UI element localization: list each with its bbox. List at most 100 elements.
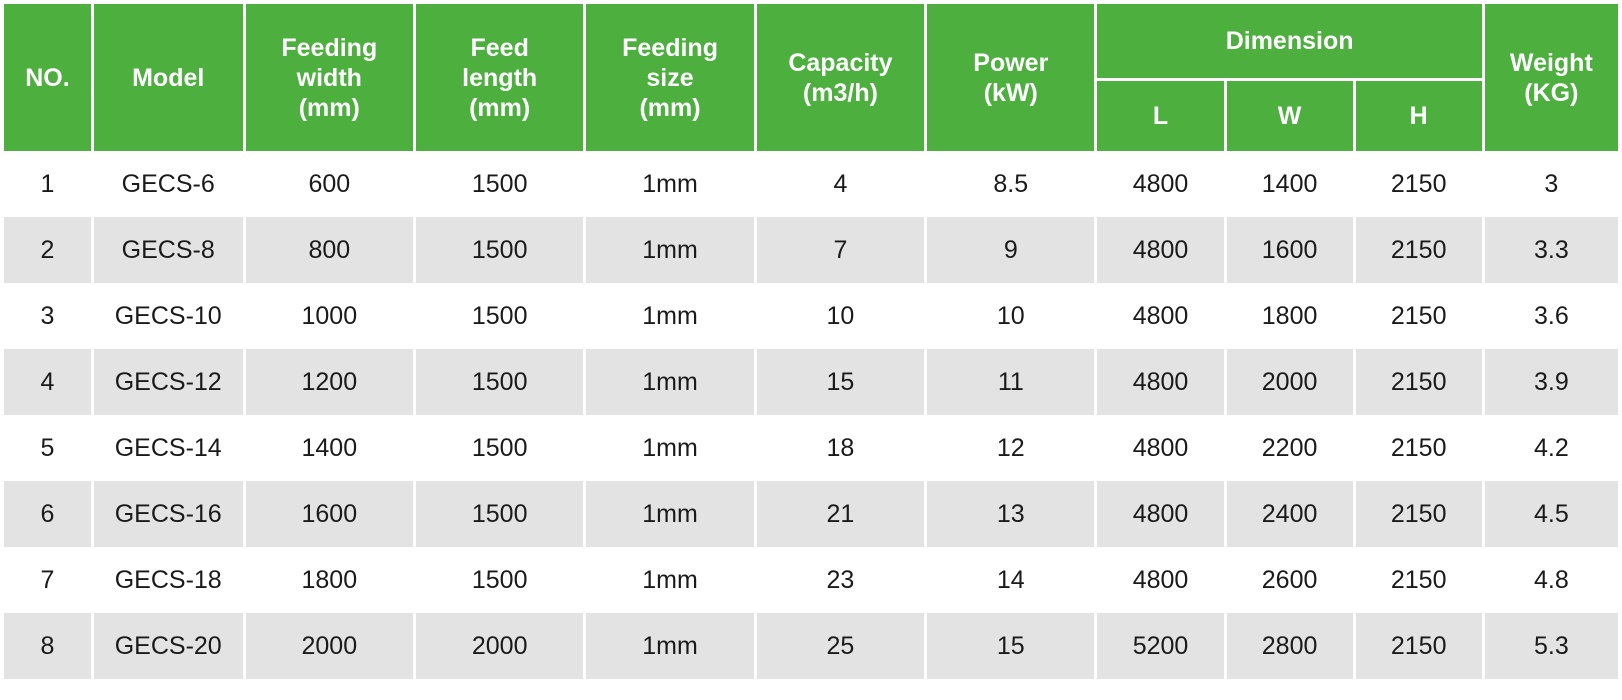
table-row: 7 GECS-18 1800 1500 1mm 23 14 4800 2600 2150 4.8 — [4, 547, 1618, 613]
header-capacity-line1: Capacity — [788, 48, 893, 77]
header-feed-length: Feed length (mm) — [415, 4, 587, 151]
cell-no: 3 — [4, 283, 94, 349]
cell-feeding-width: 1000 — [245, 283, 416, 349]
cell-dim-l: 4800 — [1097, 415, 1227, 481]
header-feeding-size-line3: (mm) — [639, 93, 701, 122]
header-no-label: NO. — [25, 63, 70, 92]
cell-power: 8.5 — [927, 151, 1098, 217]
cell-feed-length: 1500 — [415, 415, 587, 481]
header-feed-length-line1: Feed — [470, 33, 529, 62]
cell-no: 1 — [4, 151, 94, 217]
spec-table: NO. Model Feeding width (mm) Feed length… — [4, 4, 1618, 679]
cell-dim-h: 2150 — [1355, 217, 1485, 283]
cell-dim-l: 5200 — [1097, 613, 1227, 679]
header-feeding-width-line1: Feeding — [281, 33, 378, 62]
cell-dim-h: 2150 — [1355, 283, 1485, 349]
cell-weight: 3.3 — [1484, 217, 1618, 283]
cell-feeding-size: 1mm — [586, 283, 757, 349]
table-body: 1 GECS-6 600 1500 1mm 4 8.5 4800 1400 2150 3 2 GECS-… — [4, 151, 1618, 679]
cell-capacity: 23 — [756, 547, 928, 613]
cell-weight: 3 — [1484, 151, 1618, 217]
cell-power: 9 — [927, 217, 1098, 283]
header-dim-w: W — [1226, 81, 1356, 151]
header-dim-l-label: L — [1152, 102, 1169, 130]
cell-power: 12 — [927, 415, 1098, 481]
cell-feed-length: 1500 — [415, 151, 587, 217]
cell-dim-w: 1800 — [1226, 283, 1356, 349]
cell-feed-length: 1500 — [415, 217, 587, 283]
header-capacity: Capacity (m3/h) — [756, 4, 928, 151]
cell-weight: 5.3 — [1484, 613, 1618, 679]
cell-power: 10 — [927, 283, 1098, 349]
cell-feed-length: 1500 — [415, 547, 587, 613]
table-row: 6 GECS-16 1600 1500 1mm 21 13 4800 2400 2150 4.5 — [4, 481, 1618, 547]
header-feeding-width-line3: (mm) — [298, 93, 360, 122]
cell-model: GECS-18 — [93, 547, 246, 613]
cell-feeding-size: 1mm — [586, 481, 757, 547]
cell-no: 5 — [4, 415, 94, 481]
header-dimension: Dimension — [1097, 4, 1485, 81]
cell-weight: 3.6 — [1484, 283, 1618, 349]
header-model-label: Model — [132, 63, 205, 92]
cell-feeding-width: 1600 — [245, 481, 416, 547]
header-feeding-size-line1: Feeding — [622, 33, 718, 62]
cell-no: 6 — [4, 481, 94, 547]
header-feeding-width-line2: width — [296, 63, 362, 92]
cell-weight: 4.8 — [1484, 547, 1618, 613]
cell-dim-w: 2200 — [1226, 415, 1356, 481]
cell-weight: 4.5 — [1484, 481, 1618, 547]
header-feeding-size-line2: size — [646, 63, 694, 92]
header-no: NO. — [4, 4, 94, 151]
cell-no: 8 — [4, 613, 94, 679]
header-dim-h-label: H — [1409, 102, 1428, 130]
cell-capacity: 4 — [756, 151, 928, 217]
header-weight-line1: Weight — [1509, 48, 1593, 77]
cell-dim-l: 4800 — [1097, 481, 1227, 547]
cell-feeding-size: 1mm — [586, 217, 757, 283]
cell-feed-length: 2000 — [415, 613, 587, 679]
cell-no: 2 — [4, 217, 94, 283]
header-power-line1: Power — [973, 48, 1049, 77]
table-row: 5 GECS-14 1400 1500 1mm 18 12 4800 2200 2150 4.2 — [4, 415, 1618, 481]
cell-feeding-width: 1400 — [245, 415, 416, 481]
cell-feeding-size: 1mm — [586, 547, 757, 613]
cell-weight: 4.2 — [1484, 415, 1618, 481]
cell-power: 13 — [927, 481, 1098, 547]
header-power: Power (kW) — [927, 4, 1098, 151]
cell-feeding-size: 1mm — [586, 613, 757, 679]
cell-dim-h: 2150 — [1355, 349, 1485, 415]
header-feed-length-line3: (mm) — [469, 93, 531, 122]
cell-feed-length: 1500 — [415, 481, 587, 547]
cell-dim-h: 2150 — [1355, 151, 1485, 217]
cell-dim-h: 2150 — [1355, 481, 1485, 547]
cell-capacity: 15 — [756, 349, 928, 415]
cell-no: 7 — [4, 547, 94, 613]
cell-model: GECS-16 — [93, 481, 246, 547]
cell-dim-h: 2150 — [1355, 547, 1485, 613]
header-feeding-width: Feeding width (mm) — [245, 4, 416, 151]
cell-dim-l: 4800 — [1097, 151, 1227, 217]
cell-capacity: 25 — [756, 613, 928, 679]
cell-dim-w: 2600 — [1226, 547, 1356, 613]
cell-model: GECS-20 — [93, 613, 246, 679]
header-feed-length-line2: length — [462, 63, 538, 92]
cell-weight: 3.9 — [1484, 349, 1618, 415]
header-dim-w-label: W — [1277, 102, 1302, 130]
header-weight: Weight (KG) — [1484, 4, 1618, 151]
cell-dim-w: 2000 — [1226, 349, 1356, 415]
cell-power: 15 — [927, 613, 1098, 679]
table-row: 8 GECS-20 2000 2000 1mm 25 15 5200 2800 2150 5.3 — [4, 613, 1618, 679]
cell-dim-h: 2150 — [1355, 415, 1485, 481]
cell-capacity: 18 — [756, 415, 928, 481]
cell-model: GECS-14 — [93, 415, 246, 481]
header-model: Model — [93, 4, 246, 151]
table-row: 3 GECS-10 1000 1500 1mm 10 10 4800 1800 2150 3.6 — [4, 283, 1618, 349]
cell-feeding-width: 800 — [245, 217, 416, 283]
cell-dim-w: 2800 — [1226, 613, 1356, 679]
cell-dim-l: 4800 — [1097, 547, 1227, 613]
cell-feeding-width: 1800 — [245, 547, 416, 613]
header-dim-h: H — [1355, 81, 1485, 151]
cell-feeding-width: 1200 — [245, 349, 416, 415]
cell-dim-l: 4800 — [1097, 283, 1227, 349]
cell-feeding-size: 1mm — [586, 151, 757, 217]
